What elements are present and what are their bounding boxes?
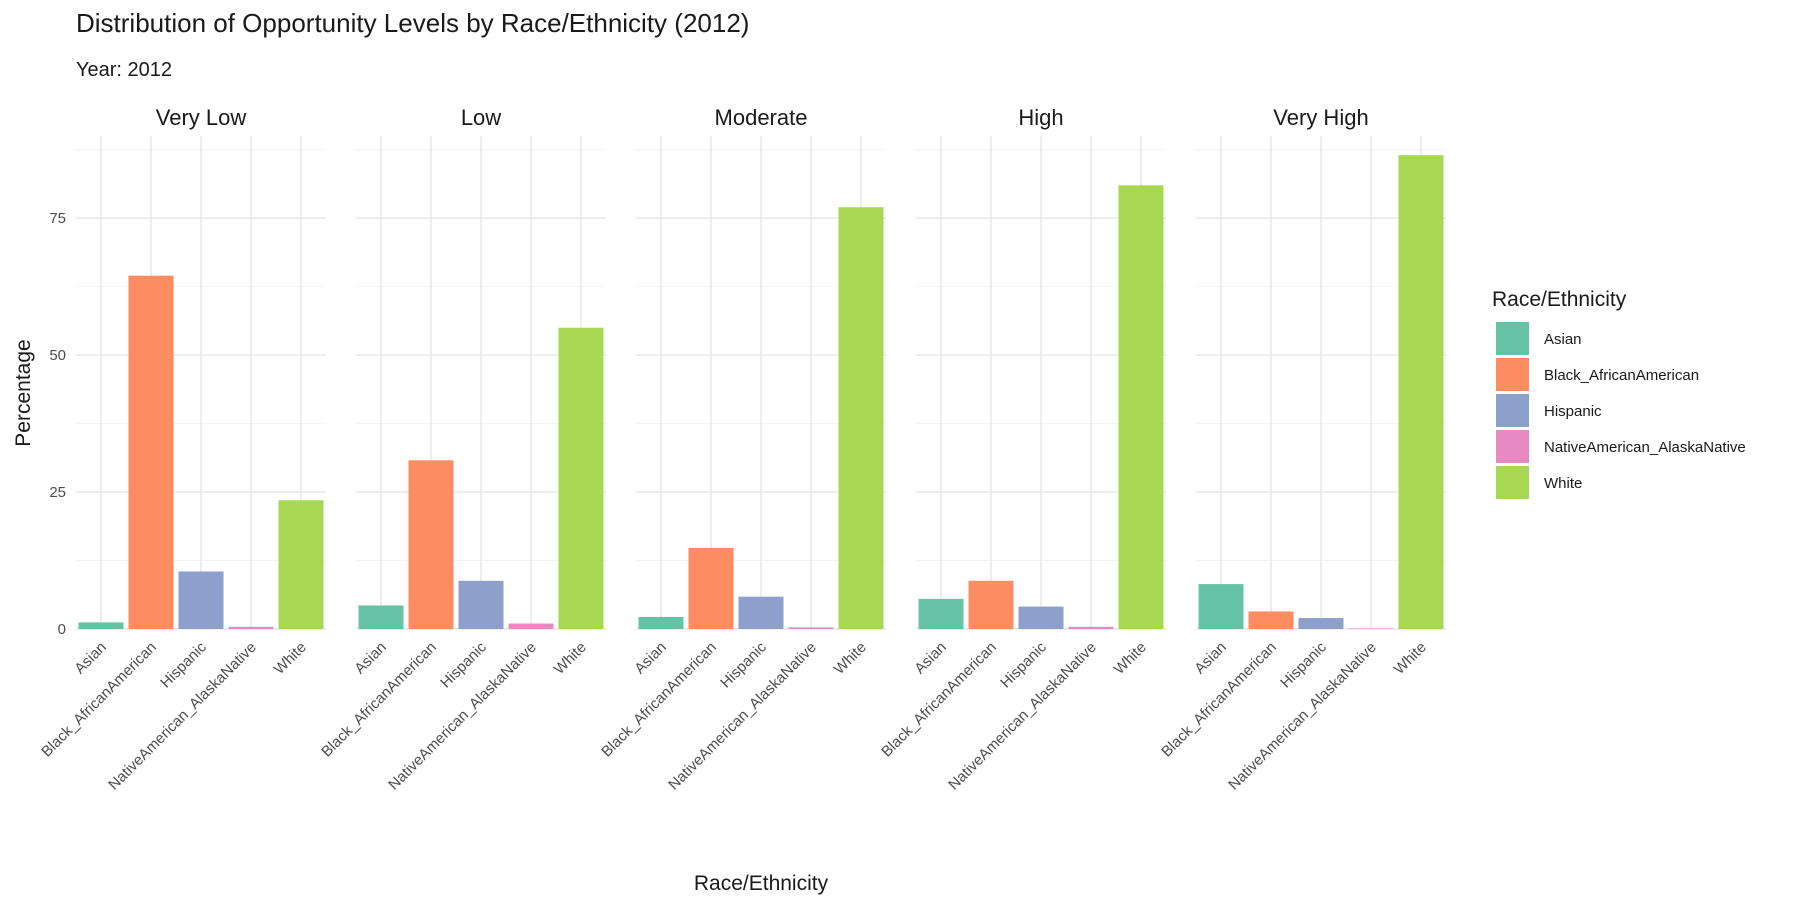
legend-title: Race/Ethnicity <box>1492 288 1627 311</box>
bar-very-high-black-africanamerican <box>1248 611 1294 629</box>
facet-panels: Very LowAsianBlack_AfricanAmericanHispan… <box>38 105 1446 793</box>
legend: Race/Ethnicity Asian Black_AfricanAmerica… <box>1492 288 1746 499</box>
legend-label: Asian <box>1544 331 1582 348</box>
panel-title: Moderate <box>715 105 808 130</box>
bar-very-high-nativeamerican-alaskanative <box>1348 628 1394 629</box>
panel-very-low: Very LowAsianBlack_AfricanAmericanHispan… <box>38 105 326 793</box>
y-tick-label: 0 <box>58 621 66 638</box>
bar-moderate-black-africanamerican <box>688 547 734 629</box>
legend-swatch-nativeamerican-alaskanative <box>1496 430 1529 463</box>
bar-very-high-white <box>1398 155 1444 629</box>
bar-low-asian <box>358 605 404 629</box>
bar-low-nativeamerican-alaskanative <box>508 623 554 629</box>
legend-label: Hispanic <box>1544 403 1602 420</box>
legend-swatch-white <box>1496 466 1529 499</box>
y-tick-label: 50 <box>49 347 66 364</box>
legend-label: Black_AfricanAmerican <box>1544 367 1699 384</box>
bar-moderate-nativeamerican-alaskanative <box>788 627 834 629</box>
bar-very-low-asian <box>78 622 124 629</box>
panel-title: Low <box>461 105 501 130</box>
x-tick-label: Asian <box>631 639 670 678</box>
x-tick-label: White <box>551 639 590 678</box>
x-tick-label: White <box>271 639 310 678</box>
panel-low: LowAsianBlack_AfricanAmericanHispanicNat… <box>318 105 606 793</box>
y-tick-label: 75 <box>49 210 66 227</box>
bar-very-low-white <box>278 500 324 629</box>
legend-swatch-asian <box>1496 322 1529 355</box>
panel-title: Very Low <box>156 105 247 130</box>
bar-high-black-africanamerican <box>968 580 1014 629</box>
legend-label: White <box>1544 475 1582 492</box>
bar-high-asian <box>918 598 964 629</box>
x-tick-label: Asian <box>351 639 390 678</box>
x-tick-label: Asian <box>911 639 950 678</box>
bar-very-low-hispanic <box>178 571 224 629</box>
panel-title: Very High <box>1273 105 1368 130</box>
panel-high: HighAsianBlack_AfricanAmericanHispanicNa… <box>878 105 1166 793</box>
x-tick-label: White <box>1391 639 1430 678</box>
panel-very-high: Very HighAsianBlack_AfricanAmericanHispa… <box>1158 105 1446 793</box>
bar-low-black-africanamerican <box>408 460 454 629</box>
x-tick-label: White <box>831 639 870 678</box>
panel-moderate: ModerateAsianBlack_AfricanAmericanHispan… <box>598 105 886 793</box>
x-tick-label: Asian <box>71 639 110 678</box>
bar-low-hispanic <box>458 580 504 629</box>
x-tick-label: Asian <box>1191 639 1230 678</box>
chart-title: Distribution of Opportunity Levels by Ra… <box>76 8 749 38</box>
y-axis-ticks: 0 25 50 75 <box>49 210 66 638</box>
legend-swatch-black-africanamerican <box>1496 358 1529 391</box>
x-axis-title: Race/Ethnicity <box>694 872 829 895</box>
bar-high-nativeamerican-alaskanative <box>1068 626 1114 629</box>
y-axis-title: Percentage <box>12 339 35 446</box>
bar-moderate-hispanic <box>738 596 784 629</box>
bar-very-high-hispanic <box>1298 618 1344 629</box>
chart-subtitle: Year: 2012 <box>76 59 172 81</box>
bar-low-white <box>558 327 604 629</box>
bar-very-low-nativeamerican-alaskanative <box>228 626 274 629</box>
bar-high-hispanic <box>1018 606 1064 629</box>
legend-label: NativeAmerican_AlaskaNative <box>1544 439 1746 456</box>
bar-moderate-asian <box>638 616 684 629</box>
panel-title: High <box>1018 105 1063 130</box>
x-tick-label: White <box>1111 639 1150 678</box>
bar-very-high-asian <box>1198 584 1244 629</box>
bar-moderate-white <box>838 207 884 629</box>
bar-very-low-black-africanamerican <box>128 275 174 629</box>
legend-swatch-hispanic <box>1496 394 1529 427</box>
bar-high-white <box>1118 185 1164 630</box>
y-tick-label: 25 <box>49 484 66 501</box>
